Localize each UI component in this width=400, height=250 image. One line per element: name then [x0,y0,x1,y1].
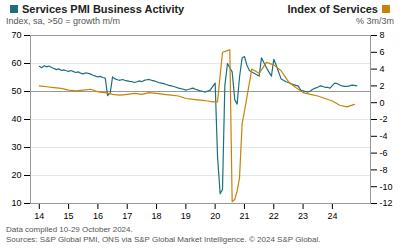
html-text:Services PMI Business Activity: Services PMI Business Activity [22,3,185,15]
svg-text:40: 40 [11,114,21,124]
html-text:Sources: S&P Global PMI, ONS v: Sources: S&P Global PMI, ONS via S&P Glo… [6,235,321,244]
svg-text:60: 60 [11,58,21,68]
svg-text:-12: -12 [380,198,393,208]
svg-text:20: 20 [210,211,220,221]
html-text:Data compiled 10-29 October 20: Data compiled 10-29 October 2024. [6,225,133,234]
svg-text:4: 4 [380,64,385,74]
svg-text:19: 19 [181,211,191,221]
svg-text:-4: -4 [380,131,388,141]
svg-text:21: 21 [239,211,249,221]
svg-text:30: 30 [11,142,21,152]
svg-text:2: 2 [380,81,385,91]
html-text:Index, sa, >50 = growth m/m: Index, sa, >50 = growth m/m [6,16,121,26]
html-text:Index of Services: Index of Services [287,3,378,15]
html-text:% 3m/3m: % 3m/3m [356,16,394,26]
svg-text:20: 20 [11,170,21,180]
svg-text:-10: -10 [380,182,393,192]
svg-text:23: 23 [298,211,308,221]
svg-text:22: 22 [269,211,279,221]
svg-text:-8: -8 [380,165,388,175]
svg-text:14: 14 [34,211,44,221]
svg-text:-2: -2 [380,114,388,124]
svg-text:-6: -6 [380,148,388,158]
svg-text:10: 10 [11,198,21,208]
svg-text:8: 8 [380,30,385,40]
svg-text:0: 0 [380,98,385,108]
svg-text:18: 18 [152,211,162,221]
svg-text:15: 15 [64,211,74,221]
svg-text:50: 50 [11,86,21,96]
svg-text:6: 6 [380,47,385,57]
svg-text:16: 16 [93,211,103,221]
svg-text:70: 70 [11,30,21,40]
svg-text:17: 17 [122,211,132,221]
svg-text:24: 24 [327,211,337,221]
